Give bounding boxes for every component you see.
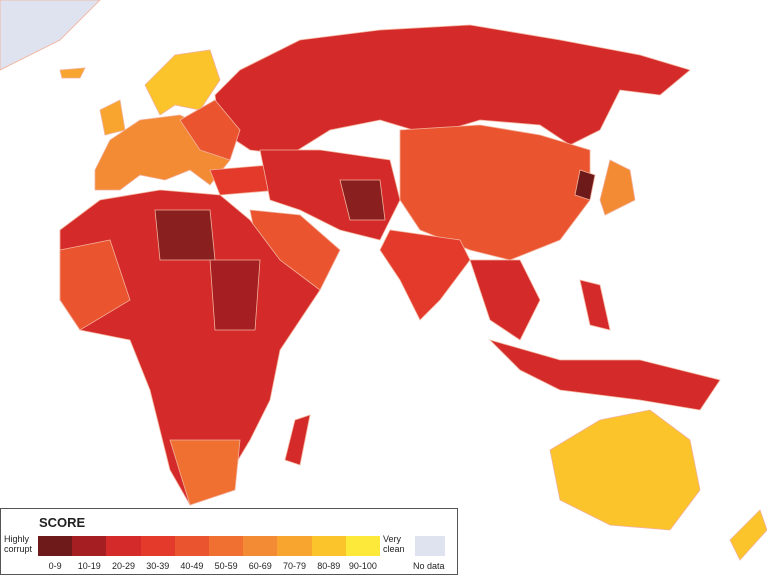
iceland: [59, 67, 86, 79]
indonesia: [488, 339, 721, 411]
bin-label: 30-39: [146, 561, 170, 571]
legend-swatch: [38, 536, 73, 556]
bin-label: 70-79: [283, 561, 307, 571]
legend-swatch: [277, 536, 312, 556]
bin-label: 20-29: [111, 561, 136, 571]
west-africa: [59, 239, 131, 331]
legend-swatch: [209, 536, 244, 556]
legend-swatch: [311, 536, 346, 556]
russia: [214, 24, 691, 156]
bin-label: 40-49: [180, 561, 204, 571]
bin-label: 10-19: [77, 561, 101, 571]
japan: [599, 159, 636, 216]
libya: [154, 209, 216, 261]
china: [399, 124, 591, 261]
sudan: [209, 259, 261, 331]
high-label: Very clean: [383, 534, 405, 554]
afghanistan: [339, 179, 386, 221]
legend-swatch: [243, 536, 278, 556]
eastern-europe: [179, 99, 241, 161]
legend-swatch: [345, 536, 381, 556]
legend-swatch: [72, 536, 107, 556]
india: [379, 229, 471, 321]
madagascar: [284, 414, 311, 466]
philippines: [579, 279, 611, 331]
no-data-label: No data: [413, 561, 445, 571]
bin-labels: 0-9 10-19 20-29 30-39 40-49 50-59 60-69 70-79 80…: [38, 561, 380, 571]
bin-label: 80-89: [317, 561, 341, 571]
legend: SCORE Highly corrupt Very clean 0-9 10-19…: [0, 508, 458, 575]
no-data-swatch: [415, 536, 445, 556]
australia: [549, 409, 701, 531]
north-korea: [574, 169, 596, 201]
legend-title: SCORE: [39, 515, 86, 530]
southern-africa: [169, 439, 241, 506]
southeast-asia: [469, 259, 541, 341]
bin-label: 0-9: [48, 561, 62, 571]
low-label: Highly corrupt: [4, 534, 33, 554]
new-zealand: [729, 509, 767, 561]
bin-label: 60-69: [248, 561, 272, 571]
color-bar: [38, 536, 381, 556]
legend-swatch: [106, 536, 141, 556]
bin-label: 50-59: [214, 561, 238, 571]
uk: [99, 99, 126, 136]
legend-swatch: [140, 536, 175, 556]
bin-label: 90-100: [348, 561, 377, 571]
scandinavia: [144, 49, 221, 116]
legend-swatch: [174, 536, 210, 556]
greenland: [0, 0, 101, 71]
